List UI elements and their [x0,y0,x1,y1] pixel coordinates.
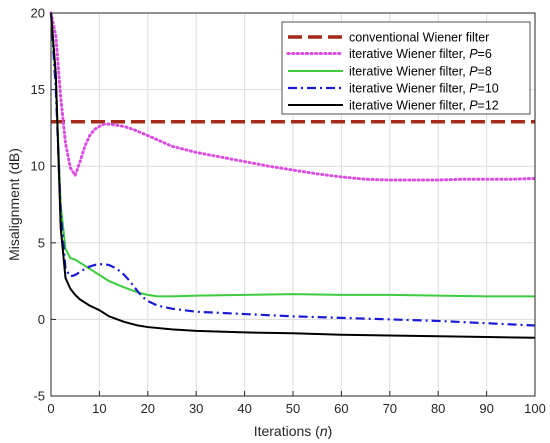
y-axis-label: Misalignment (dB) [6,148,22,261]
x-tick-label: 80 [431,401,445,416]
legend-entry-0: conventional Wiener filter [349,31,489,45]
series-layer [49,11,537,339]
legend-entry-3: iterative Wiener filter, P=10 [349,82,499,96]
x-tick-label: 0 [47,401,54,416]
legend-entry-2: iterative Wiener filter, P=8 [349,65,492,79]
x-tick-label: 90 [479,401,493,416]
x-tick-label: 60 [334,401,348,416]
x-tick-label: 30 [189,401,203,416]
x-tick-label: 40 [237,401,251,416]
x-tick-label: 10 [92,401,106,416]
legend-entry-4: iterative Wiener filter, P=12 [349,99,499,113]
x-tick-label: 50 [286,401,300,416]
legend-entry-1: iterative Wiener filter, P=6 [349,47,492,61]
x-axis-label: Iterations (n) [254,423,333,439]
series-line-4 [50,12,536,339]
y-tick-label: 10 [31,159,45,174]
y-tick-label: 0 [38,312,45,327]
legend-box [281,21,531,115]
y-tick-label: 20 [31,6,45,21]
x-tick-label: 70 [383,401,397,416]
y-tick-label: -5 [33,389,45,404]
x-tick-label: 20 [141,401,155,416]
x-tick-label: 100 [524,401,546,416]
y-tick-label: 5 [38,235,45,250]
series-line-3 [49,12,536,327]
series-line-1 [49,11,537,182]
y-tick-label: 15 [31,82,45,97]
legend: conventional Wiener filter iterative Wien… [281,21,531,115]
